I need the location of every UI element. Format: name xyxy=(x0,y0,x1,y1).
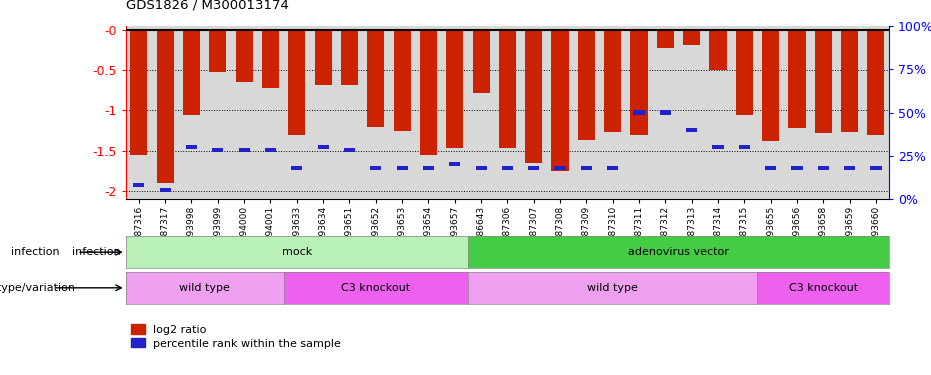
Text: mock: mock xyxy=(282,247,312,257)
Bar xyxy=(709,30,726,70)
Bar xyxy=(265,148,276,153)
Bar xyxy=(502,166,513,170)
Bar xyxy=(212,148,223,153)
Bar xyxy=(476,166,487,170)
Bar xyxy=(397,166,408,170)
Bar xyxy=(791,166,803,170)
Text: C3 knockout: C3 knockout xyxy=(341,283,411,293)
Bar xyxy=(683,30,700,45)
Bar xyxy=(844,166,856,170)
Bar xyxy=(344,148,355,153)
Text: wild type: wild type xyxy=(180,283,230,293)
Bar xyxy=(209,30,226,72)
Bar xyxy=(789,30,805,128)
Text: infection: infection xyxy=(73,247,121,257)
Bar xyxy=(581,166,592,170)
Bar xyxy=(394,30,411,130)
Bar xyxy=(371,166,382,170)
Text: adenovirus vector: adenovirus vector xyxy=(628,247,729,257)
Bar xyxy=(712,145,723,149)
Bar xyxy=(446,30,464,148)
Bar xyxy=(630,30,648,135)
Bar xyxy=(315,30,331,85)
Bar xyxy=(367,30,385,126)
Bar xyxy=(291,166,303,170)
Bar xyxy=(633,111,644,114)
Bar xyxy=(420,30,437,154)
Bar xyxy=(341,30,358,85)
Bar xyxy=(317,145,329,149)
Bar xyxy=(841,30,858,132)
Text: GDS1826 / M300013174: GDS1826 / M300013174 xyxy=(126,0,289,11)
Bar xyxy=(238,148,250,153)
Bar xyxy=(236,30,252,82)
Bar xyxy=(525,30,542,163)
Bar xyxy=(660,111,671,114)
Text: wild type: wild type xyxy=(587,283,638,293)
Bar xyxy=(262,30,279,88)
Bar xyxy=(555,166,566,170)
Bar xyxy=(762,30,779,141)
Bar xyxy=(739,145,749,149)
Bar xyxy=(159,188,170,192)
Bar xyxy=(182,30,200,114)
Bar xyxy=(870,166,882,170)
Bar xyxy=(473,30,490,93)
Bar xyxy=(765,166,776,170)
Bar xyxy=(289,30,305,135)
Bar xyxy=(868,30,884,135)
Text: C3 knockout: C3 knockout xyxy=(789,283,857,293)
Bar xyxy=(528,166,539,170)
Bar xyxy=(607,166,618,170)
Bar xyxy=(815,30,832,133)
Bar xyxy=(133,183,144,187)
Bar xyxy=(656,30,674,48)
Bar xyxy=(686,128,697,132)
Bar xyxy=(604,30,621,132)
Bar xyxy=(186,145,197,149)
Bar xyxy=(449,162,460,166)
Bar xyxy=(130,30,147,154)
Text: infection: infection xyxy=(10,247,60,257)
Bar xyxy=(551,30,569,171)
Legend: log2 ratio, percentile rank within the sample: log2 ratio, percentile rank within the s… xyxy=(131,324,342,348)
Bar xyxy=(499,30,516,148)
Bar xyxy=(817,166,829,170)
Bar xyxy=(423,166,434,170)
Text: genotype/variation: genotype/variation xyxy=(0,283,75,293)
Bar xyxy=(156,30,174,183)
Bar xyxy=(735,30,753,114)
Bar xyxy=(578,30,595,140)
